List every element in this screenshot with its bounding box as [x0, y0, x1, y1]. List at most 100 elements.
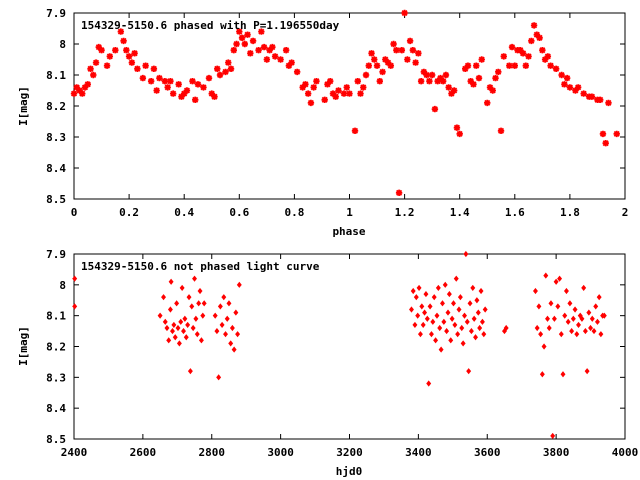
- data-point: [192, 96, 199, 103]
- data-point: [72, 303, 78, 310]
- data-point: [506, 62, 513, 69]
- data-point: [186, 294, 192, 301]
- data-point: [194, 331, 200, 338]
- data-point: [572, 306, 578, 313]
- data-point: [362, 71, 370, 79]
- data-point: [525, 53, 532, 60]
- data-point: [563, 74, 571, 82]
- data-point: [189, 78, 196, 85]
- data-point: [103, 62, 111, 69]
- data-point: [437, 324, 443, 332]
- data-point: [452, 321, 458, 328]
- data-point: [269, 43, 276, 51]
- data-point: [219, 321, 225, 328]
- data-point: [178, 318, 184, 325]
- data-point: [475, 74, 483, 82]
- data-point: [288, 59, 295, 66]
- data-point: [72, 275, 78, 282]
- data-point: [229, 324, 235, 332]
- data-point: [574, 84, 582, 91]
- y-tick-label: 8.3: [46, 131, 66, 144]
- data-point: [150, 65, 158, 72]
- data-point: [588, 93, 596, 100]
- data-point: [249, 37, 257, 45]
- data-point: [584, 368, 590, 375]
- data-point: [464, 62, 472, 69]
- data-point: [613, 130, 620, 138]
- x-tick-label: 0.8: [284, 206, 304, 219]
- data-point: [412, 59, 419, 66]
- data-point: [162, 318, 168, 325]
- data-point: [231, 346, 237, 353]
- x-tick-label: 0.2: [119, 206, 139, 219]
- data-point: [437, 74, 444, 82]
- data-point: [481, 331, 487, 338]
- data-point: [588, 324, 594, 332]
- data-point: [170, 328, 175, 335]
- x-tick-label: 1: [346, 206, 353, 219]
- data-point: [183, 334, 189, 341]
- data-point: [167, 306, 173, 313]
- data-point: [340, 90, 348, 97]
- data-point: [409, 47, 417, 54]
- data-point: [444, 328, 450, 335]
- data-point: [511, 62, 518, 69]
- data-point: [365, 62, 372, 69]
- data-point: [223, 331, 228, 338]
- data-point: [131, 50, 138, 57]
- plot-title: 154329-5150.6 phased with P=1.196550day: [81, 19, 340, 32]
- data-point: [198, 337, 204, 344]
- data-point: [440, 300, 445, 307]
- data-point: [260, 43, 268, 51]
- data-point: [90, 71, 97, 79]
- data-point: [395, 189, 403, 196]
- data-point: [174, 300, 180, 307]
- data-point: [233, 309, 239, 316]
- tick-marks: 2400 2600 2800 3000 3200 3400 3600 3800 4000 7.9 8…: [46, 248, 638, 459]
- data-point: [557, 275, 563, 282]
- data-point: [536, 303, 542, 310]
- data-point: [581, 284, 587, 291]
- data-point: [433, 337, 439, 344]
- data-point: [486, 84, 494, 91]
- x-tick-label: 2400: [61, 446, 88, 459]
- data-point: [591, 328, 597, 335]
- data-point: [307, 99, 315, 107]
- data-point: [579, 315, 585, 322]
- data-point: [594, 318, 600, 325]
- data-point: [226, 300, 232, 307]
- data-point: [200, 312, 206, 319]
- data-point: [263, 56, 271, 63]
- x-tick-label: 3400: [405, 446, 432, 459]
- y-tick-label: 8.5: [46, 433, 66, 446]
- data-point: [153, 87, 160, 94]
- data-point: [466, 368, 472, 375]
- y-tick-label: 8: [59, 279, 66, 292]
- data-points: [70, 9, 620, 196]
- data-point: [430, 318, 436, 325]
- data-point: [171, 321, 177, 328]
- data-point: [285, 62, 293, 69]
- data-point: [236, 281, 242, 288]
- data-point: [570, 315, 576, 322]
- data-point: [164, 84, 171, 91]
- data-point: [539, 47, 546, 54]
- data-point: [401, 9, 408, 17]
- data-point: [534, 324, 540, 332]
- y-tick-label: 7.9: [46, 248, 66, 261]
- data-point: [470, 284, 476, 291]
- data-point: [266, 47, 273, 54]
- data-point: [417, 78, 425, 85]
- data-point: [189, 303, 195, 310]
- data-point: [277, 56, 284, 63]
- data-point: [200, 84, 207, 91]
- data-point: [445, 309, 451, 316]
- data-point: [255, 47, 262, 54]
- data-point: [192, 275, 197, 282]
- data-point: [541, 56, 549, 63]
- data-point: [455, 331, 461, 338]
- data-point: [460, 340, 466, 347]
- data-point: [596, 294, 602, 301]
- data-point: [551, 315, 557, 322]
- y-tick-label: 7.9: [46, 7, 66, 20]
